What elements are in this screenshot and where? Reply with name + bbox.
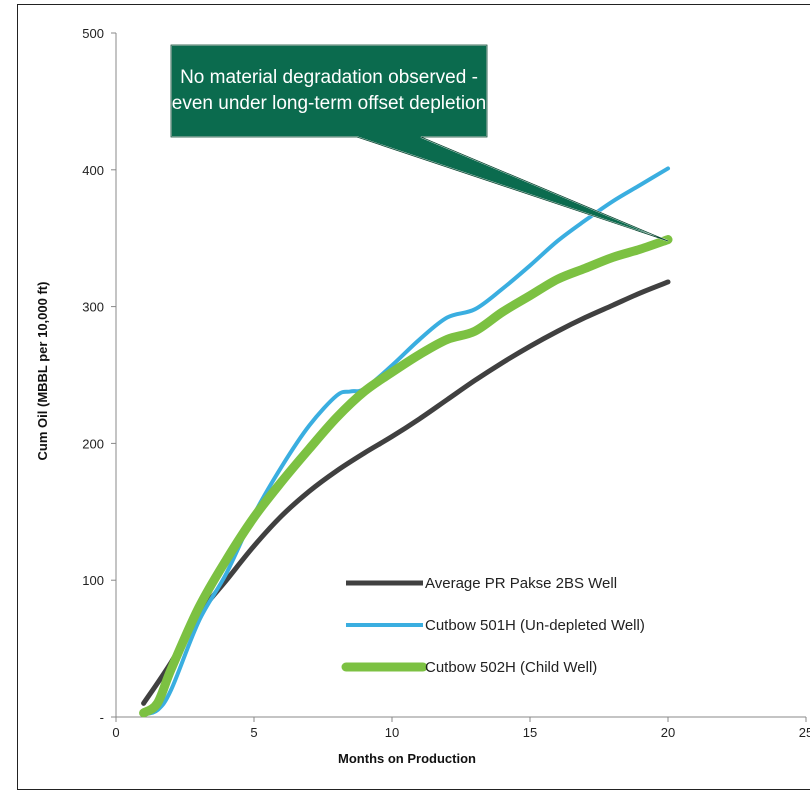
legend-item-cutbow-501h-label: Cutbow 501H (Un-depleted Well) [425, 617, 645, 634]
x-tick-label: 5 [250, 725, 257, 740]
x-axis-title: Months on Production [338, 751, 476, 766]
x-tick-label: 10 [385, 725, 399, 740]
y-tick-label: 100 [82, 573, 104, 588]
y-axis-title: Cum Oil (MBBL per 10,000 ft) [35, 282, 50, 461]
y-tick-label: 300 [82, 300, 104, 315]
y-tick-label: - [100, 710, 104, 725]
y-tick-label: 400 [82, 163, 104, 178]
x-tick-label: 0 [112, 725, 119, 740]
callout-outline [170, 44, 669, 242]
legend-item-average-pr-pakse-label: Average PR Pakse 2BS Well [425, 575, 617, 592]
chart-frame: 0 5 10 15 20 25 - 100 200 300 400 500 Months on Prod… [17, 4, 810, 790]
x-tick-label: 15 [523, 725, 537, 740]
callout-text-line: even under long-term offset depletion [172, 93, 486, 114]
series-line-average-pr-pakse [141, 279, 671, 706]
line-chart: 0 5 10 15 20 25 - 100 200 300 400 500 Months on Prod… [35, 26, 810, 766]
callout-text-line: No material degradation observed - [180, 67, 478, 88]
plot-area: 0 5 10 15 20 25 - 100 200 300 400 500 Months on Prod… [35, 26, 810, 766]
legend-item-cutbow-502h-label: Cutbow 502H (Child Well) [425, 659, 597, 676]
y-tick-label: 200 [82, 436, 104, 451]
y-tick-label: 500 [82, 26, 104, 41]
x-tick-label: 25 [799, 725, 810, 740]
series-line-cutbow-502h [139, 235, 673, 718]
x-tick-label: 20 [661, 725, 675, 740]
